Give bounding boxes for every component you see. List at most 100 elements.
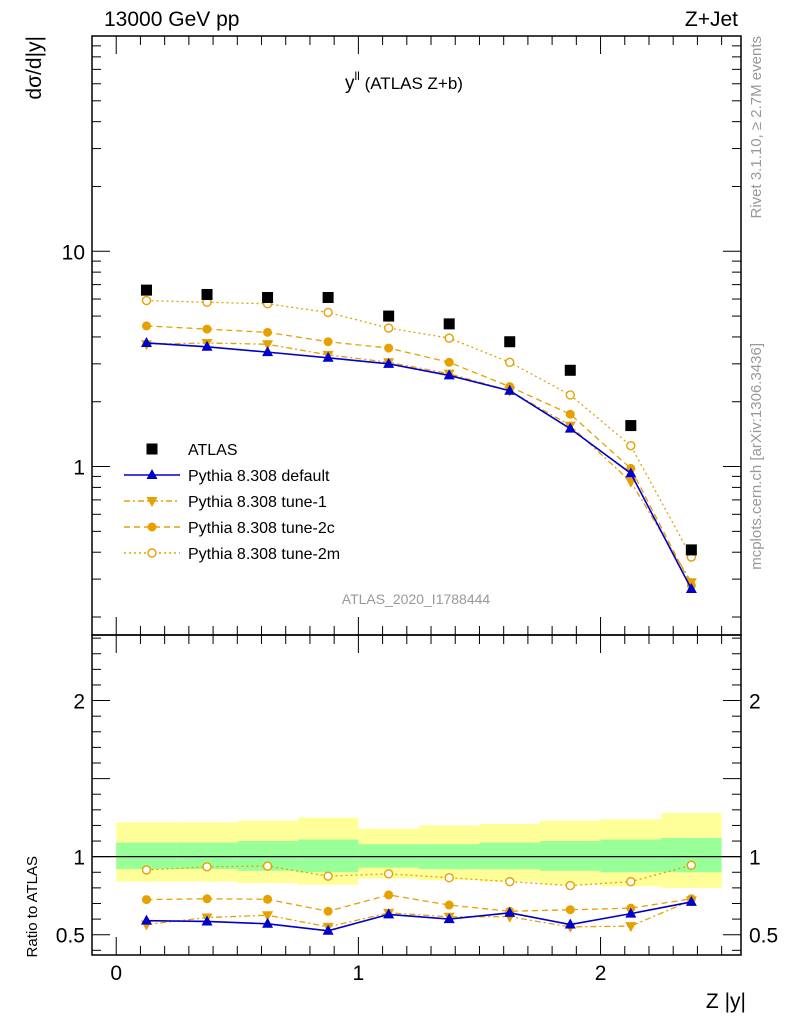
x-tick-label: 1 [353,962,365,985]
ratio-y-tick-label-right: 0.5 [749,925,778,948]
ratio-band-inner [116,842,177,870]
axis-tick-labels: 1 10 0.5 0.5 1 1 2 2 0 1 2 [56,241,778,985]
x-tick-label: 2 [595,962,607,985]
analysis-id-label: ATLAS_2020_I1788444 [342,591,491,607]
legend-label-pythia-8-308-tune-2c: Pythia 8.308 tune-2c [188,520,335,537]
data-point-pythia-8-308-tune-2c [323,337,333,347]
data-point-pythia-8-308-tune-2c [141,321,151,331]
ratio-uncertainty-bands [92,812,741,888]
ratio-band-inner [297,839,359,873]
ratio-band-inner [540,841,601,871]
data-point-pythia-8-308-tune-2c [565,409,575,419]
data-point-atlas [201,288,213,300]
plot-title-main: y [345,73,355,94]
data-point-pythia-8-308-default [443,913,455,924]
data-point-atlas [564,364,576,376]
plot-title-rest: (ATLAS Z+b) [360,74,463,93]
data-point-pythia-8-308-default [383,357,395,368]
data-point-pythia-8-308-default [564,422,576,433]
data-point-atlas [443,318,455,330]
data-point-pythia-8-308-default [383,908,395,919]
series-line-pythia-8-308-tune-2c [146,894,692,912]
series-line-pythia-8-308-tune-2m [146,299,692,558]
mcplots-label: mcplots.cern.ch [arXiv:1306.3436] [748,343,765,570]
legend-label-pythia-8-308-tune-1: Pythia 8.308 tune-1 [188,494,327,511]
data-point-pythia-8-308-tune-2c [565,905,575,915]
header-energy-label: 13000 GeV pp [104,8,239,31]
data-point-pythia-8-308-tune-2m [444,873,454,883]
data-point-pythia-8-308-default [685,582,697,593]
series-line-pythia-8-308-tune-1 [146,899,692,928]
x-axis-label: Z |y| [706,990,746,1013]
ratio-y-tick-label-left: 0.5 [56,925,85,948]
plot-title-superscript: ll [355,69,360,83]
data-point-atlas [140,284,152,296]
data-point-pythia-8-308-default [140,914,152,925]
data-point-pythia-8-308-default [140,336,152,347]
data-point-atlas [685,544,697,556]
series-line-pythia-8-308-tune-2c [146,325,692,586]
data-point-pythia-8-308-default [201,915,213,926]
data-point-pythia-8-308-tune-2m [505,876,515,887]
data-point-pythia-8-308-tune-2c [202,894,212,904]
ratio-band-inner [600,839,662,873]
data-point-pythia-8-308-tune-1 [262,340,274,351]
legend-marker-pythia-8-308-default [146,469,158,479]
data-point-pythia-8-308-default [322,924,334,935]
data-point-pythia-8-308-tune-2c [444,900,454,910]
series-line-pythia-8-308-default [146,342,693,590]
data-point-pythia-8-308-tune-2m [383,869,394,879]
data-point-pythia-8-308-tune-2m [565,390,575,400]
ratio-plot-frame [91,634,742,956]
data-point-atlas [322,291,334,303]
main-y-tick-label: 10 [62,241,85,264]
legend-label-atlas: ATLAS [188,442,238,459]
data-point-pythia-8-308-tune-2c [384,890,394,900]
data-point-pythia-8-308-default [625,467,637,478]
rivet-version-label: Rivet 3.1.10, ≥ 2.7M events [748,36,765,219]
data-point-pythia-8-308-default [504,906,516,917]
data-point-pythia-8-308-tune-2c [263,894,273,904]
data-point-pythia-8-308-tune-2c [384,343,394,353]
legend-marker-atlas [146,443,158,455]
header-process-label: Z+Jet [685,8,738,31]
data-point-pythia-8-308-tune-2m [262,861,273,871]
ratio-y-tick-label-right: 2 [749,691,761,714]
data-point-atlas [262,291,274,303]
legend-marker-pythia-8-308-tune-1 [146,497,158,507]
data-point-pythia-8-308-tune-2c [202,324,212,334]
data-point-pythia-8-308-default [685,895,697,906]
data-point-pythia-8-308-tune-2m [505,357,515,367]
ratio-y-tick-label-right: 1 [749,847,761,870]
ratio-y-tick-label-left: 1 [73,847,85,870]
axis-ticks [91,35,741,955]
main-plot-series [140,284,697,593]
data-point-pythia-8-308-tune-2c [263,327,273,337]
plot-frames [91,35,742,956]
ratio-band-inner [358,844,419,868]
plot-title: yll (ATLAS Z+b) [345,69,463,94]
data-point-pythia-8-308-default [564,918,576,929]
data-point-pythia-8-308-tune-2c [141,895,151,905]
data-point-atlas [504,336,516,348]
data-point-pythia-8-308-tune-2m [626,876,636,887]
data-point-pythia-8-308-tune-1 [625,922,637,933]
data-point-pythia-8-308-tune-2m [444,333,454,343]
main-y-axis-label: dσ/d|y| [23,36,46,100]
legend-label-pythia-8-308-default: Pythia 8.308 default [188,468,330,485]
data-point-pythia-8-308-tune-2m [626,440,636,451]
data-point-pythia-8-308-tune-2m [202,862,212,872]
data-point-pythia-8-308-default [201,340,213,351]
ratio-y-axis-label: Ratio to ATLAS [24,856,41,957]
data-point-atlas [625,420,637,432]
legend-label-pythia-8-308-tune-2m: Pythia 8.308 tune-2m [188,546,340,563]
x-tick-label: 0 [110,962,122,985]
data-point-pythia-8-308-default [262,917,274,928]
series-line-pythia-8-308-default [146,901,692,932]
data-point-pythia-8-308-default [504,384,516,395]
data-point-pythia-8-308-tune-2c [323,906,333,916]
data-point-pythia-8-308-tune-2m [686,860,697,870]
main-y-tick-label: 1 [73,457,85,480]
legend-marker-pythia-8-308-tune-2c [147,522,157,532]
